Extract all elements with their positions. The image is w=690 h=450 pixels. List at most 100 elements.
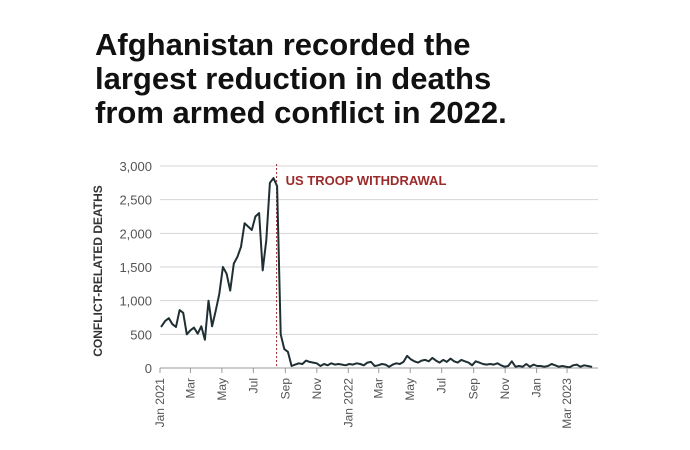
x-tick-label: Nov xyxy=(310,378,324,399)
data-point xyxy=(327,364,329,366)
data-point xyxy=(341,364,343,366)
data-point xyxy=(518,365,520,367)
data-point xyxy=(291,365,293,367)
data-point xyxy=(489,363,491,365)
x-tick-label: Mar xyxy=(183,378,197,399)
data-point xyxy=(478,362,480,364)
data-point xyxy=(579,366,582,368)
data-point xyxy=(453,360,455,362)
data-point xyxy=(186,333,188,335)
data-point xyxy=(554,364,556,366)
y-axis-label: CONFLICT-RELATED DEATHS xyxy=(91,185,105,357)
data-point xyxy=(486,364,488,366)
data-point xyxy=(352,364,354,366)
data-point xyxy=(323,363,325,365)
data-point xyxy=(276,185,278,187)
data-point xyxy=(522,366,524,368)
y-tick-label: 2,500 xyxy=(119,193,152,208)
withdrawal-annotation: US TROOP WITHDRAWAL xyxy=(276,164,447,368)
data-point xyxy=(482,363,484,365)
data-point xyxy=(171,323,173,325)
data-point xyxy=(525,363,527,365)
data-point xyxy=(236,256,238,258)
data-point xyxy=(280,333,282,335)
data-point xyxy=(428,360,430,362)
data-point xyxy=(294,364,296,366)
data-point xyxy=(229,290,231,292)
data-point xyxy=(402,361,405,363)
data-point xyxy=(558,366,560,368)
data-point xyxy=(363,364,365,366)
data-point xyxy=(233,263,235,265)
data-point xyxy=(431,357,433,359)
data-point xyxy=(471,364,473,366)
series-line-0 xyxy=(160,177,593,369)
data-point xyxy=(532,364,535,366)
y-tick-label: 3,000 xyxy=(119,159,152,174)
data-point xyxy=(384,364,386,366)
data-point xyxy=(312,362,314,364)
data-point xyxy=(334,364,336,366)
y-tick-label: 1,000 xyxy=(119,294,152,309)
data-point xyxy=(240,246,242,248)
data-point xyxy=(247,226,249,228)
data-point xyxy=(160,325,163,327)
data-point xyxy=(309,361,311,363)
data-point xyxy=(319,365,321,367)
x-tick-label: May xyxy=(403,378,417,401)
x-tick-label: Jan 2022 xyxy=(341,378,355,428)
data-point xyxy=(392,364,394,366)
data-point xyxy=(543,366,545,368)
data-point xyxy=(226,273,228,275)
data-point xyxy=(388,366,390,368)
data-point xyxy=(421,360,423,362)
data-point xyxy=(337,363,340,365)
data-point xyxy=(507,365,509,367)
data-point xyxy=(215,310,217,312)
data-point xyxy=(316,362,318,364)
data-point xyxy=(511,360,513,362)
data-point xyxy=(446,361,448,363)
data-point xyxy=(356,362,358,364)
data-point xyxy=(287,351,289,353)
y-axis-tick-labels: 0 500 1,000 1,500 2,000 2,500 3,000 xyxy=(119,159,152,376)
x-tick-label: Sep xyxy=(278,378,292,400)
data-point xyxy=(395,362,397,364)
data-point xyxy=(439,362,441,364)
x-tick-label: Sep xyxy=(467,378,481,400)
y-tick-label: 500 xyxy=(130,327,152,342)
data-point xyxy=(504,366,506,368)
data-point xyxy=(283,348,285,350)
data-point xyxy=(200,325,202,327)
data-point xyxy=(189,329,191,331)
x-tick-label: Jul xyxy=(435,378,449,393)
x-tick-label: Mar 2023 xyxy=(560,378,574,429)
data-point xyxy=(305,360,307,362)
data-point xyxy=(179,309,181,311)
data-point xyxy=(204,339,206,341)
data-point xyxy=(348,363,350,365)
data-point xyxy=(182,312,184,314)
data-point xyxy=(464,360,466,362)
data-point xyxy=(207,300,210,302)
data-point xyxy=(457,362,459,364)
withdrawal-label: US TROOP WITHDRAWAL xyxy=(286,173,447,188)
x-tick-label: Mar xyxy=(372,378,386,399)
x-tick-label: Jan 2021 xyxy=(153,378,167,428)
data-point xyxy=(254,215,256,218)
data-point xyxy=(413,360,415,362)
data-point xyxy=(301,363,303,365)
data-point xyxy=(377,364,379,366)
x-axis-tick-labels: Jan 2021 Mar May Jul Sep Nov Jan 2022 Mar May Jul… xyxy=(153,368,574,429)
data-point xyxy=(366,362,368,364)
data-point xyxy=(496,362,498,364)
data-point xyxy=(536,365,538,367)
data-point xyxy=(410,358,412,360)
y-tick-label: 2,000 xyxy=(119,226,152,241)
data-point xyxy=(551,363,553,365)
data-point xyxy=(547,365,549,367)
data-point xyxy=(583,364,585,366)
data-point xyxy=(258,212,260,214)
data-point xyxy=(572,364,574,366)
data-point xyxy=(540,365,542,367)
